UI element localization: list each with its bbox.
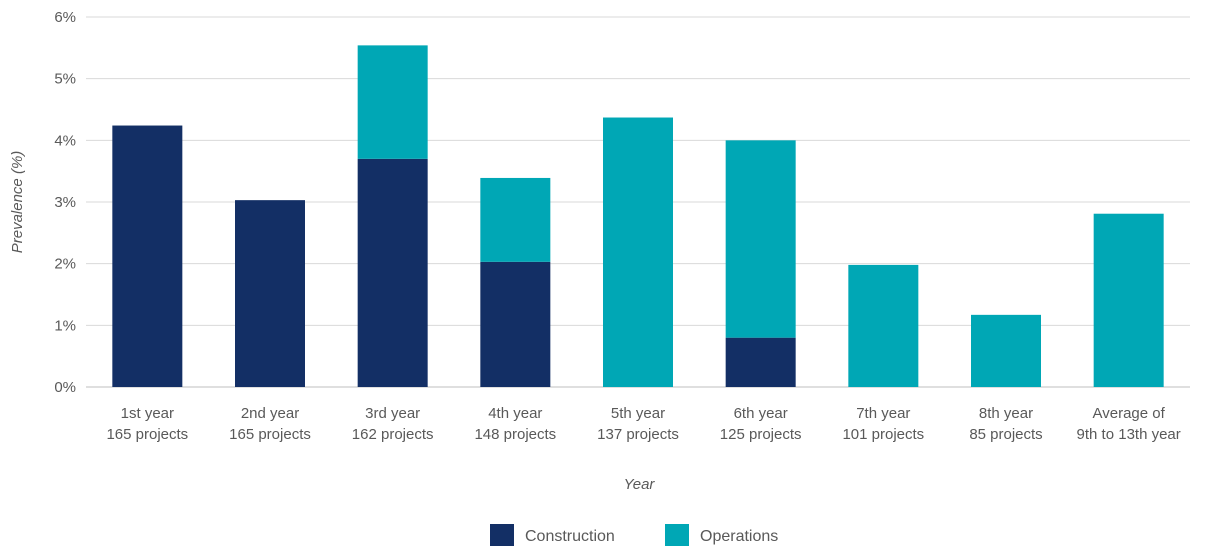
y-tick-label: 4%: [54, 132, 76, 149]
x-tick-label: 6th year 125 projects: [720, 405, 802, 443]
legend-swatch-operations: [665, 524, 689, 546]
x-tick-label-line2: 165 projects: [106, 426, 188, 443]
x-tick-label-line1: 3rd year: [365, 405, 420, 422]
x-tick-label: 7th year 101 projects: [842, 405, 924, 443]
x-tick-label-line2: 137 projects: [597, 426, 679, 443]
legend: Construction Operations: [490, 524, 778, 546]
bar-construction-2: [235, 200, 305, 387]
bar-operations-5: [603, 117, 673, 388]
bar-operations-3: [357, 45, 428, 159]
x-tick-label: Average of 9th to 13th year: [1077, 405, 1181, 443]
y-tick-label: 2%: [54, 256, 76, 273]
y-axis-ticks: 0% 1% 2% 3% 4% 5% 6%: [54, 9, 76, 396]
x-tick-label-line2: 162 projects: [352, 426, 434, 443]
y-tick-label: 0%: [54, 379, 76, 396]
bar-operations-9: [1093, 213, 1164, 387]
x-tick-label: 5th year 137 projects: [597, 405, 679, 443]
bar-operations-6: [725, 140, 796, 338]
x-tick-label-line2: 101 projects: [842, 426, 924, 443]
legend-swatch-construction: [490, 524, 514, 546]
x-tick-label: 1st year 165 projects: [106, 405, 188, 443]
x-tick-label-line2: 148 projects: [474, 426, 556, 443]
x-tick-label: 4th year 148 projects: [474, 405, 556, 443]
x-tick-label-line1: 4th year: [488, 405, 542, 422]
x-axis-ticks: 1st year 165 projects 2nd year 165 projects…: [106, 405, 1180, 443]
bar-operations-4: [480, 177, 551, 262]
x-tick-label-line2: 125 projects: [720, 426, 802, 443]
bar-operations-8: [971, 314, 1041, 387]
y-axis-title: Prevalence (%): [9, 151, 26, 254]
x-axis-title: Year: [624, 476, 656, 493]
x-tick-label-line1: 7th year: [856, 405, 910, 422]
bar-construction-1: [112, 125, 183, 388]
bar-construction-3: [357, 158, 428, 387]
y-tick-label: 5%: [54, 71, 76, 88]
x-tick-label-line1: Average of: [1093, 405, 1166, 422]
x-tick-label-line1: 2nd year: [241, 405, 299, 422]
x-tick-label-line1: 1st year: [121, 405, 174, 422]
bar-operations-7: [848, 264, 919, 387]
x-tick-label-line2: 85 projects: [969, 426, 1042, 443]
x-tick-label: 3rd year 162 projects: [352, 405, 434, 443]
legend-label-operations: Operations: [700, 528, 778, 545]
bars: [112, 45, 1164, 388]
y-tick-label: 3%: [54, 194, 76, 211]
legend-label-construction: Construction: [525, 528, 615, 545]
x-tick-label-line1: 8th year: [979, 405, 1033, 422]
y-tick-label: 6%: [54, 9, 76, 26]
x-tick-label-line2: 165 projects: [229, 426, 311, 443]
x-tick-label-line1: 6th year: [734, 405, 788, 422]
x-tick-label-line1: 5th year: [611, 405, 665, 422]
x-tick-label: 2nd year 165 projects: [229, 405, 311, 443]
bar-construction-4: [480, 261, 551, 387]
bar-construction-6: [725, 337, 796, 387]
x-tick-label: 8th year 85 projects: [969, 405, 1042, 443]
x-tick-label-line2: 9th to 13th year: [1077, 426, 1181, 443]
y-tick-label: 1%: [54, 317, 76, 334]
